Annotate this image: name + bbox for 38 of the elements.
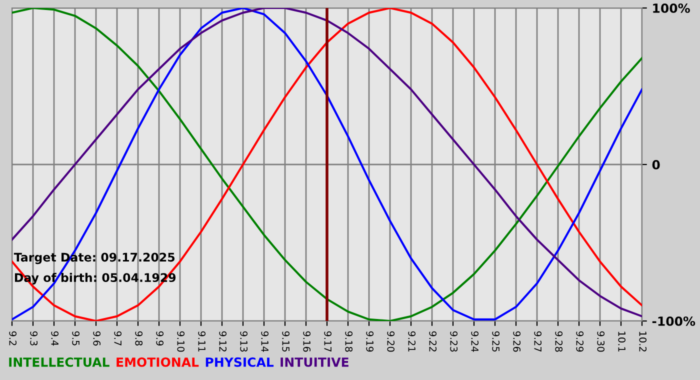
x-tick-label: 9.4 bbox=[51, 331, 59, 346]
x-tick-label: 9.19 bbox=[366, 331, 374, 352]
x-tick-label: 10.2 bbox=[639, 332, 647, 352]
x-tick-label: 9.29 bbox=[576, 331, 584, 352]
x-tick-label: 9.14 bbox=[261, 331, 269, 352]
text: PHYSICAL bbox=[206, 357, 274, 367]
y-tick-label: 0 bbox=[652, 160, 660, 170]
x-tick-label: 9.8 bbox=[135, 331, 143, 346]
x-tick-label: 9.15 bbox=[282, 331, 290, 352]
text: INTUITIVE bbox=[280, 358, 348, 367]
x-tick-label: 9.3 bbox=[30, 331, 38, 346]
x-tick-label: 9.16 bbox=[303, 331, 311, 352]
x-tick-label: 9.25 bbox=[492, 331, 500, 352]
x-tick-label: 9.26 bbox=[513, 331, 521, 352]
x-tick-label: 9.18 bbox=[345, 331, 353, 352]
x-tick-label: 9.11 bbox=[198, 331, 206, 352]
x-tick-label: 9.6 bbox=[93, 331, 101, 346]
x-tick-label: 9.13 bbox=[240, 331, 248, 352]
text: EMOTIONAL bbox=[116, 357, 199, 367]
y-tick-label: -100% bbox=[652, 316, 696, 326]
x-tick-label: 9.22 bbox=[429, 331, 437, 352]
x-tick-label: 9.30 bbox=[597, 331, 605, 352]
x-tick-label: 9.17 bbox=[324, 331, 332, 352]
x-tick-label: 10.1 bbox=[618, 332, 626, 352]
x-tick-label: 9.2 bbox=[9, 331, 17, 346]
x-tick-label: 9.23 bbox=[450, 331, 458, 352]
x-tick-label: 9.12 bbox=[219, 331, 227, 352]
x-tick-label: 9.28 bbox=[555, 331, 563, 352]
x-tick-label: 9.24 bbox=[471, 331, 479, 352]
x-tick-label: 9.5 bbox=[72, 331, 80, 346]
x-tick-label: 9.21 bbox=[408, 331, 416, 352]
text: INTELLECTUAL bbox=[9, 357, 110, 367]
y-tick-label: 100% bbox=[653, 3, 690, 13]
x-tick-label: 9.20 bbox=[387, 331, 395, 352]
x-tick-label: 9.7 bbox=[114, 331, 122, 346]
x-tick-label: 9.10 bbox=[177, 331, 185, 352]
x-tick-label: 9.27 bbox=[534, 331, 542, 352]
x-tick-label: 9.9 bbox=[156, 331, 164, 346]
